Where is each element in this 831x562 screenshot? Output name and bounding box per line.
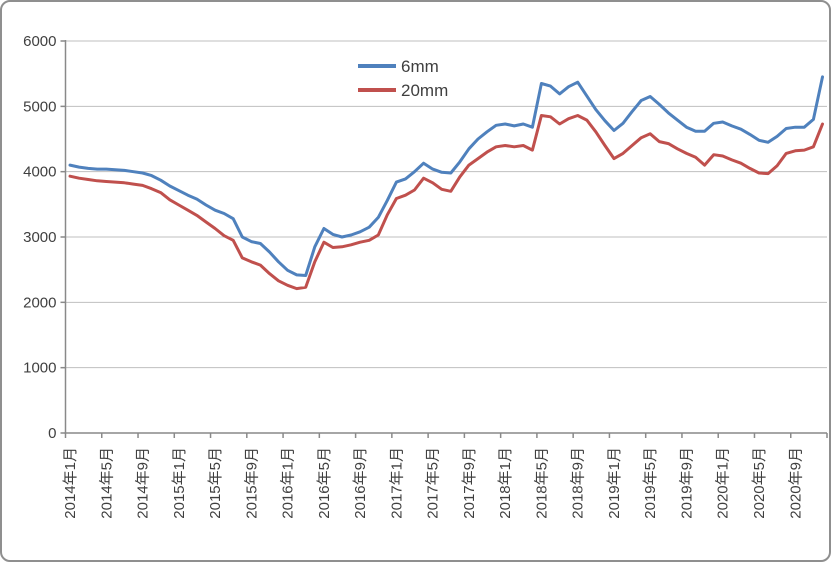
x-tick-label: 2016年1月 <box>280 447 297 519</box>
y-tick-label: 5000 <box>23 98 56 115</box>
x-tick-label: 2020年1月 <box>715 447 732 519</box>
x-tick-label: 2020年9月 <box>787 447 804 519</box>
x-tick-label: 2014年5月 <box>98 447 115 519</box>
x-tick-label: 2020年5月 <box>751 447 768 519</box>
legend-label-20mm: 20mm <box>401 81 448 100</box>
y-axis-labels: 6000 5000 4000 3000 2000 1000 0 <box>23 33 66 442</box>
x-tick-label: 2017年9月 <box>461 447 478 519</box>
y-tick-label: 3000 <box>23 229 56 246</box>
x-tick-label: 2014年9月 <box>135 447 152 519</box>
x-tick-label: 2017年5月 <box>425 447 442 519</box>
x-axis-labels: 2014年1月 2014年5月 2014年9月 2015年1月 2015年5月 2015年… <box>62 433 828 519</box>
x-tick-label: 2015年9月 <box>243 447 260 519</box>
series-line-6mm <box>68 75 824 277</box>
gridlines <box>65 40 827 369</box>
x-tick-label: 2018年5月 <box>533 447 550 519</box>
x-tick-label: 2014年1月 <box>62 447 79 519</box>
x-tick-label: 2016年5月 <box>316 447 333 519</box>
legend: 6mm 20mm <box>358 57 448 100</box>
x-tick-label: 2017年1月 <box>388 447 405 519</box>
x-tick-label: 2018年9月 <box>570 447 587 519</box>
y-tick-label: 0 <box>48 425 56 442</box>
legend-item-20mm: 20mm <box>358 81 448 100</box>
y-tick-label: 2000 <box>23 294 56 311</box>
x-tick-label: 2016年9月 <box>352 447 369 519</box>
legend-label-6mm: 6mm <box>401 57 439 76</box>
x-tick-label: 2018年1月 <box>497 447 514 519</box>
x-tick-label: 2019年9月 <box>678 447 695 519</box>
x-tick-label: 2015年5月 <box>207 447 224 519</box>
y-tick-label: 6000 <box>23 33 56 50</box>
x-tick-label: 2015年1月 <box>171 447 188 519</box>
series-line-20mm <box>68 114 824 291</box>
y-tick-label: 1000 <box>23 360 56 377</box>
legend-item-6mm: 6mm <box>358 57 439 76</box>
y-tick-label: 4000 <box>23 164 56 181</box>
x-tick-label: 2019年5月 <box>642 447 659 519</box>
x-tick-label: 2019年1月 <box>606 447 623 519</box>
